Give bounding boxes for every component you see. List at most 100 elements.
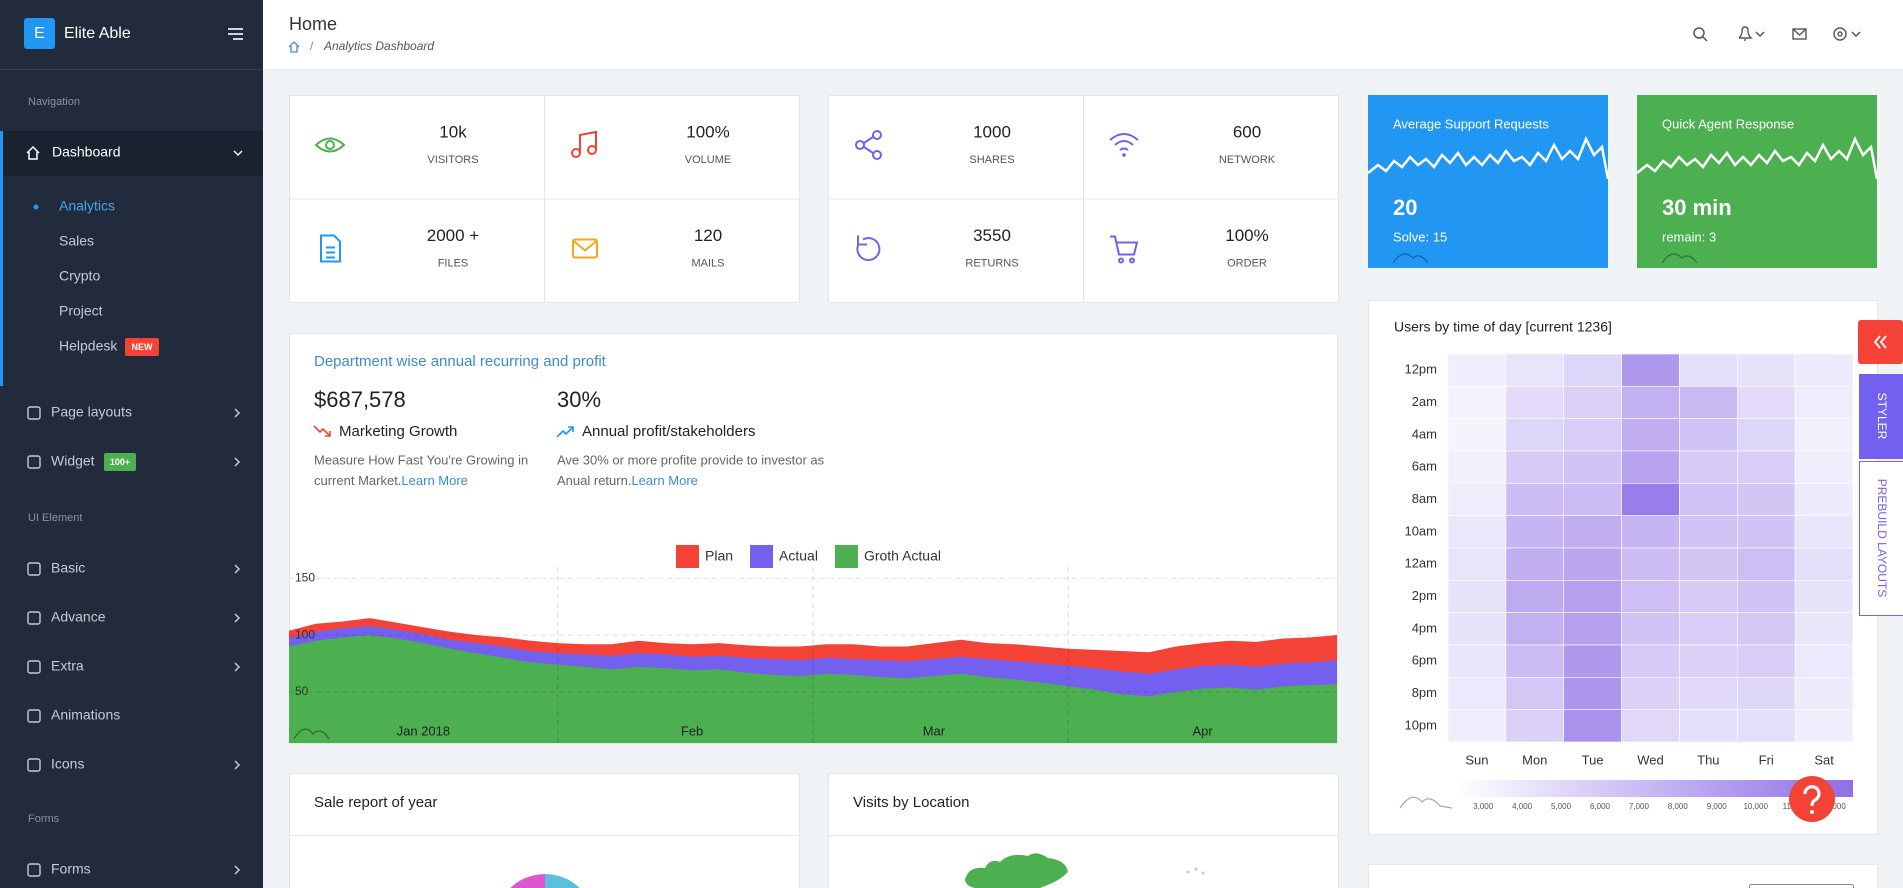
learn-more-link[interactable]: Learn More: [401, 473, 467, 488]
chevron: [234, 865, 241, 875]
colorbar-label: 12,000: [1821, 802, 1846, 811]
brand: Elite Able: [64, 25, 131, 42]
menu-item[interactable]: Page layouts: [51, 404, 132, 420]
menu-item[interactable]: Icons: [51, 756, 84, 772]
prebuild-tab[interactable]: [1859, 461, 1903, 616]
heatmap-cell: [1505, 709, 1565, 743]
heatmap-cell: [1679, 580, 1738, 613]
heatmap-cell: [1736, 386, 1796, 419]
chevron: [234, 760, 241, 770]
search-icon: [1702, 36, 1708, 42]
stat-label: NETWORK: [1219, 154, 1276, 166]
styler-label[interactable]: STYLER: [1875, 393, 1889, 440]
heatmap-cell: [1621, 386, 1680, 419]
submenu-item[interactable]: Helpdesk: [59, 338, 118, 354]
menu-item[interactable]: Widget: [51, 453, 95, 469]
submenu-item[interactable]: Sales: [59, 233, 94, 249]
stat-value: 120: [694, 226, 722, 245]
submenu-item[interactable]: Crypto: [59, 268, 100, 284]
map-shape: [965, 853, 1068, 888]
menu-item[interactable]: Extra: [51, 658, 84, 674]
heatmap-cell: [1679, 547, 1738, 581]
styler-tab[interactable]: [1859, 374, 1903, 459]
menu-item[interactable]: Dashboard: [52, 144, 121, 160]
stat-label: MAILS: [691, 257, 724, 269]
stat-icon: [587, 145, 597, 155]
legend-label: Actual: [779, 548, 818, 564]
learn-more-link[interactable]: Learn More: [631, 473, 697, 488]
kpi-note: remain: 3: [1662, 229, 1716, 244]
stat-icon: [579, 130, 597, 153]
heatmap-cell: [1563, 612, 1622, 646]
y-tick-label: 100: [295, 627, 315, 641]
y-tick-label: 150: [295, 571, 315, 585]
stat-icon: [325, 140, 335, 150]
heatmap-cell: [1679, 644, 1738, 678]
y-tick-label: 50: [295, 684, 309, 698]
menu-item[interactable]: Advance: [51, 609, 106, 625]
menu-item[interactable]: Forms: [51, 861, 91, 877]
heatmap-cell: [1447, 677, 1507, 710]
heatmap-cell: [1447, 450, 1507, 484]
badge: [104, 453, 136, 471]
submenu-item[interactable]: Analytics: [59, 198, 115, 214]
heatmap-cell: [1621, 580, 1680, 613]
stat-icon: [855, 140, 865, 150]
breadcrumb-home: [288, 41, 300, 53]
heatmap-cell: [1621, 483, 1680, 516]
chevron: [233, 150, 243, 157]
kpi-logo: [1661, 253, 1698, 264]
menu-icon: [27, 562, 41, 576]
search-icon: [1693, 27, 1705, 39]
heatmap-cell: [1736, 612, 1796, 646]
heatmap-cell: [1563, 386, 1622, 419]
heatmap-cell: [1505, 547, 1565, 581]
heatmap-cell: [1505, 386, 1565, 419]
heatmap-cell: [1505, 515, 1565, 549]
chart-title: Users by time of day [current 1236]: [1394, 319, 1612, 335]
menu-item[interactable]: Basic: [51, 560, 85, 576]
stat-icon: [1109, 133, 1139, 151]
heatmap-cell: [1736, 709, 1796, 743]
page-title: Home: [289, 14, 337, 34]
metric-label: Annual profit/stakeholders: [582, 423, 755, 440]
colorbar-label: 8,000: [1668, 802, 1689, 811]
help-button[interactable]: [1789, 776, 1835, 822]
stat-label: VOLUME: [685, 154, 731, 166]
colorbar-label: 9,000: [1707, 802, 1728, 811]
stat-label: FILES: [438, 257, 469, 269]
heatmap-cell: [1447, 580, 1507, 613]
nav-label: Navigation: [28, 96, 80, 108]
heatmap-cell: [1505, 483, 1565, 516]
heatmap-cell: [1621, 644, 1680, 678]
chart-logo: [1399, 796, 1453, 809]
heatmap-cell: [1447, 612, 1507, 646]
stat-icon: [320, 234, 341, 263]
heatmap-cell: [1621, 353, 1680, 387]
x-tick-label: Tue: [1582, 752, 1604, 767]
stat-icon: [863, 136, 874, 154]
prebuild-label[interactable]: PREBUILD LAYOUTS: [1875, 479, 1889, 597]
heatmap-cell: [1794, 677, 1854, 710]
heatmap-cell: [1563, 483, 1622, 516]
stat-label: SHARES: [969, 154, 1014, 166]
metric-text: Measure How Fast You're Growing in: [314, 452, 528, 467]
menu-item[interactable]: Animations: [51, 707, 120, 723]
heatmap-cell: [1563, 450, 1622, 484]
stat-label: RETURNS: [965, 257, 1018, 269]
panel-button[interactable]: [1749, 884, 1854, 888]
stat-icon: [571, 148, 581, 158]
metric-text: Anual return.: [557, 473, 631, 488]
y-tick-label: 2pm: [1412, 588, 1437, 603]
menu-icon: [27, 660, 41, 674]
submenu-item[interactable]: Project: [59, 303, 103, 319]
heatmap-cell: [1736, 677, 1796, 710]
metric-label: Marketing Growth: [339, 423, 457, 440]
heatmap-cell: [1447, 547, 1507, 581]
heatmap-cell: [1447, 483, 1507, 516]
panel-title: Visits by Location: [853, 794, 969, 811]
heatmap-cell: [1794, 612, 1854, 646]
active-dot: [33, 204, 39, 210]
chart-title: Department wise annual recurring and pro…: [314, 353, 607, 370]
breadcrumb[interactable]: Analytics Dashboard: [323, 39, 434, 53]
